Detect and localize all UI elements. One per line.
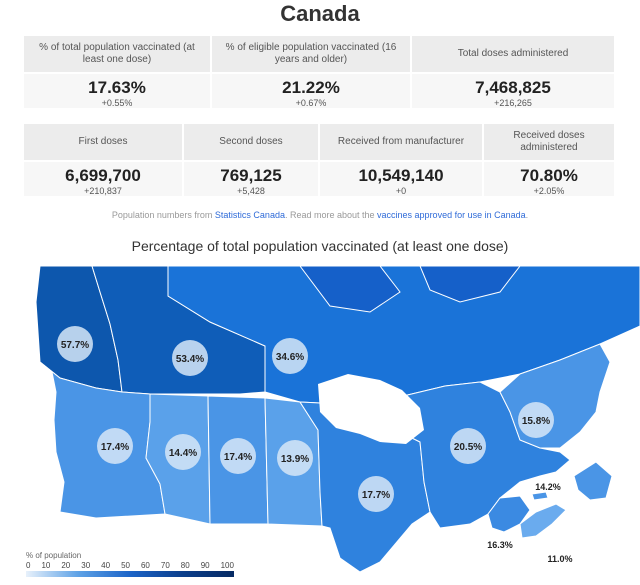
stat-value: 70.80%	[520, 166, 578, 185]
stat-value: 769,125	[220, 166, 282, 185]
stat-change: +2.05%	[533, 186, 565, 196]
source-suffix: .	[525, 210, 529, 220]
label-northwest-territories: 53.4%	[172, 340, 208, 376]
stat-card-first-doses: First doses 6,699,700 +210,837	[24, 124, 184, 196]
map-legend: % of population 0 10 20 30 40 50 60 70 8…	[26, 551, 236, 577]
svg-text:16.3%: 16.3%	[487, 540, 513, 550]
stat-value: 21.22%	[282, 78, 340, 97]
canada-map: 57.7% 53.4% 34.6% 17.4% 14.4% 17.4% 13.9…	[0, 262, 640, 585]
source-middle: . Read more about the	[284, 210, 378, 220]
stat-label: Second doses	[184, 124, 318, 160]
stat-body: 10,549,140 +0	[320, 160, 482, 196]
label-prince-edward-island: 14.2%	[535, 482, 561, 492]
legend-title: % of population	[26, 551, 82, 560]
legend-tick: 100	[220, 561, 234, 570]
stat-change: +0.55%	[101, 98, 133, 108]
label-yukon: 57.7%	[57, 326, 93, 362]
stat-card-eligible-vaccinated: % of eligible population vaccinated (16 …	[212, 36, 412, 108]
legend-tick: 70	[160, 561, 170, 570]
svg-text:20.5%: 20.5%	[454, 442, 482, 453]
arctic-islands	[299, 265, 522, 313]
stat-card-total-vaccinated: % of total population vaccinated (at lea…	[24, 36, 212, 108]
legend-tick: 0	[26, 561, 31, 570]
stat-body: 70.80% +2.05%	[484, 160, 614, 196]
stat-label: Received doses administered	[484, 124, 614, 160]
stat-body: 6,699,700 +210,837	[24, 160, 182, 196]
vaccines-approved-link[interactable]: vaccines approved for use in Canada	[377, 210, 526, 220]
legend-tick: 60	[140, 561, 150, 570]
svg-text:11.0%: 11.0%	[547, 554, 572, 564]
stat-label: Received from manufacturer	[320, 124, 482, 160]
statistics-canada-link[interactable]: Statistics Canada	[214, 210, 285, 220]
legend-ticks: 0 10 20 30 40 50 60 70 80 90 100	[26, 561, 234, 571]
region-newfoundland-and-labrador[interactable]	[499, 343, 613, 501]
stat-label: % of eligible population vaccinated (16 …	[212, 36, 410, 72]
label-nunavut: 34.6%	[272, 338, 308, 374]
stat-value: 7,468,825	[475, 78, 551, 97]
region-nova-scotia[interactable]	[519, 503, 567, 539]
label-ontario: 17.7%	[358, 476, 394, 512]
svg-text:14.2%: 14.2%	[535, 482, 561, 492]
stat-card-second-doses: Second doses 769,125 +5,428	[184, 124, 320, 196]
stat-value: 10,549,140	[358, 166, 444, 185]
stat-body: 21.22% +0.67%	[212, 72, 410, 108]
stat-card-total-doses: Total doses administered 7,468,825 +216,…	[412, 36, 614, 108]
legend-tick: 40	[101, 561, 111, 570]
label-alberta: 14.4%	[165, 434, 201, 470]
stat-label: % of total population vaccinated (at lea…	[24, 36, 210, 72]
stat-change: +216,265	[494, 98, 532, 108]
region-new-brunswick[interactable]	[487, 495, 531, 533]
region-prince-edward-island[interactable]	[531, 491, 549, 501]
stat-body: 17.63% +0.55%	[24, 72, 210, 108]
label-nova-scotia: 11.0%	[547, 554, 572, 564]
label-british-columbia: 17.4%	[97, 428, 133, 464]
svg-text:57.7%: 57.7%	[61, 340, 89, 351]
stat-card-received: Received from manufacturer 10,549,140 +0	[320, 124, 484, 196]
svg-text:53.4%: 53.4%	[176, 354, 204, 365]
label-saskatchewan: 17.4%	[220, 438, 256, 474]
stats-row-top: % of total population vaccinated (at lea…	[24, 36, 614, 108]
svg-text:17.7%: 17.7%	[362, 490, 390, 501]
stat-label: Total doses administered	[412, 36, 614, 72]
legend-tick: 90	[200, 561, 210, 570]
stat-label: First doses	[24, 124, 182, 160]
svg-text:13.9%: 13.9%	[281, 454, 309, 465]
stat-value: 17.63%	[88, 78, 146, 97]
svg-text:17.4%: 17.4%	[224, 452, 252, 463]
label-quebec: 20.5%	[450, 428, 486, 464]
legend-tick: 10	[41, 561, 51, 570]
svg-text:34.6%: 34.6%	[276, 352, 304, 363]
page-title: Canada	[280, 1, 360, 26]
stat-change: +5,428	[237, 186, 265, 196]
stat-value: 6,699,700	[65, 166, 141, 185]
stat-change: +0.67%	[295, 98, 327, 108]
stat-change: +210,837	[84, 186, 122, 196]
label-new-brunswick: 16.3%	[487, 540, 513, 550]
stat-change: +0	[395, 186, 407, 196]
hudson-bay	[318, 374, 424, 444]
svg-text:14.4%: 14.4%	[169, 448, 197, 459]
label-manitoba: 13.9%	[277, 440, 313, 476]
source-prefix: Population numbers from	[111, 210, 215, 220]
legend-tick: 30	[81, 561, 91, 570]
legend-color-scale	[26, 571, 234, 577]
legend-tick: 80	[180, 561, 190, 570]
stats-row-bottom: First doses 6,699,700 +210,837 Second do…	[24, 124, 614, 196]
legend-tick: 50	[121, 561, 130, 570]
stat-card-received-administered: Received doses administered 70.80% +2.05…	[484, 124, 614, 196]
legend-tick: 20	[61, 561, 71, 570]
map-title: Percentage of total population vaccinate…	[131, 238, 509, 254]
stat-body: 7,468,825 +216,265	[412, 72, 614, 108]
svg-text:15.8%: 15.8%	[522, 416, 550, 427]
label-newfoundland-and-labrador: 15.8%	[518, 402, 554, 438]
source-note: Population numbers from Statistics Canad…	[0, 210, 640, 220]
stat-body: 769,125 +5,428	[184, 160, 318, 196]
svg-text:17.4%: 17.4%	[101, 442, 129, 453]
